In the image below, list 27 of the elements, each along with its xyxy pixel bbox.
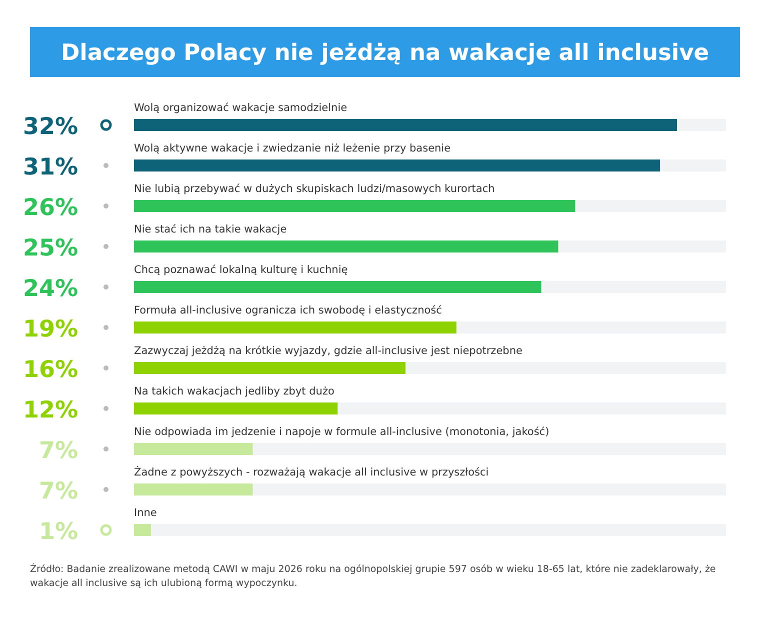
data-label: 32% [22, 114, 78, 140]
y-tick-label: Nie stać ich na takie wakacje [134, 224, 287, 236]
y-tick-label: Wolą aktywne wakacje i zwiedzanie niż leżenie przy basenie [134, 142, 451, 154]
y-tick-label: Formuła all-inclusive ogranicza ich swobodę i elastyczność [134, 304, 442, 316]
bar [134, 524, 151, 536]
y-tick-label: Nie lubią przebywać w dużych skupiskach ludzi/masowych kurortach [134, 183, 495, 195]
data-label: 19% [22, 316, 78, 342]
y-tick-label: Zazwyczaj jeżdżą na krótkie wyjazdy, gdzie all-inclusive jest niepotrzebne [134, 345, 522, 357]
data-label: 12% [22, 398, 78, 424]
data-label: 1% [38, 519, 78, 545]
y-tick-label: Nie odpowiada im jedzenie i napoje w formule all-inclusive (monotonia, jakość) [134, 426, 550, 438]
data-label: 7% [38, 438, 78, 464]
y-tick-label: Chcą poznawać lokalną kulturę i kuchnię [134, 264, 348, 276]
text: Źródło: Badanie zrealizowane metodą CAWI w maju 2026 roku na ogólnopolskiej grupie 597 osób w wieku 18-65 lat, które nie zadeklarowały, że wakacje all inclusive są ich ulubioną formą wypoczynku. [30, 563, 716, 589]
data-label: 26% [22, 195, 78, 221]
bar [134, 484, 253, 496]
y-tick-label: Wolą organizować wakacje samodzielnie [134, 102, 348, 114]
data-label: 25% [22, 236, 78, 262]
bar [134, 443, 253, 455]
chart-title: Dlaczego Polacy nie jeżdżą na wakacje all inclusive [60, 40, 710, 66]
data-label: 7% [38, 478, 78, 504]
y-tick-label: Inne [134, 507, 157, 519]
data-label: 24% [22, 276, 78, 302]
y-tick-label: Na takich wakacjach jedliby zbyt dużo [134, 386, 334, 398]
y-tick-label: Żadne z powyższych - rozważają wakacje all inclusive w przyszłości [134, 466, 489, 478]
data-label: 16% [22, 357, 78, 383]
data-label: 31% [22, 154, 78, 180]
